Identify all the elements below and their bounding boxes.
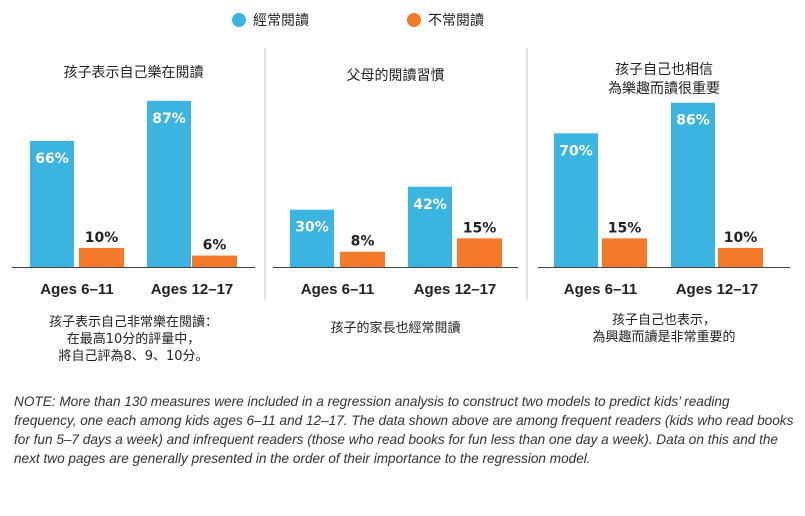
legend-infrequent-marker bbox=[407, 13, 421, 27]
data-label: 87% bbox=[152, 111, 186, 127]
data-label: 86% bbox=[676, 113, 710, 129]
legend: 經常閱讀 不常閱讀 bbox=[232, 13, 484, 29]
category-label: Ages 12–17 bbox=[676, 281, 759, 298]
bar bbox=[408, 186, 452, 267]
data-label: 42% bbox=[413, 197, 447, 213]
data-label: 6% bbox=[203, 238, 227, 254]
category-label: Ages 6–11 bbox=[301, 281, 374, 298]
data-label: 66% bbox=[35, 151, 69, 167]
bar bbox=[718, 247, 763, 267]
bar bbox=[192, 255, 237, 267]
chart-panel: 孩子表示自己樂在閱讀 66% 10% Ages 6–11 87% 6% Ages 12–17… bbox=[12, 64, 255, 364]
note-text: NOTE: More than 130 measures were includ… bbox=[14, 394, 794, 466]
panel-title: 父母的閱讀習慣 bbox=[347, 67, 445, 84]
data-label: 70% bbox=[559, 143, 593, 159]
panel-caption: 孩子自己也表示， bbox=[612, 313, 716, 328]
category-label: Ages 6–11 bbox=[40, 281, 113, 298]
bar bbox=[79, 247, 124, 267]
bar bbox=[671, 102, 715, 268]
panel-caption: 在最高10分的評量中， bbox=[67, 331, 201, 347]
chart-panel: 父母的閱讀習慣 30% 8% Ages 6–11 42% 15% Ages 12–17 孩子的… bbox=[273, 67, 518, 336]
legend-frequent-marker bbox=[232, 13, 246, 27]
panel-caption: 孩子表示自己非常樂在閱讀： bbox=[49, 314, 218, 330]
bar bbox=[554, 133, 598, 267]
panel-caption: 孩子的家長也經常閱讀 bbox=[330, 320, 460, 336]
panel-caption: 為興趣而讀是非常重要的 bbox=[592, 329, 735, 345]
data-label: 30% bbox=[295, 220, 329, 236]
legend-frequent-label: 經常閱讀 bbox=[253, 13, 309, 29]
reading-chart: 經常閱讀 不常閱讀 孩子表示自己樂在閱讀 66% 10% Ages 6–11 87% 6%… bbox=[12, 13, 790, 364]
category-label: Ages 12–17 bbox=[414, 281, 497, 298]
bar bbox=[340, 251, 385, 267]
bar bbox=[457, 238, 502, 267]
bar bbox=[290, 209, 334, 267]
data-label: 15% bbox=[608, 220, 642, 236]
data-label: 8% bbox=[351, 234, 375, 250]
bar bbox=[30, 140, 74, 267]
legend-infrequent-label: 不常閱讀 bbox=[428, 13, 484, 29]
category-label: Ages 6–11 bbox=[564, 281, 637, 298]
panel-caption: 將自己評為8、9、10分。 bbox=[58, 348, 208, 364]
data-label: 10% bbox=[724, 230, 758, 246]
bar bbox=[147, 100, 191, 267]
panel-title: 為樂趣而讀很重要 bbox=[608, 80, 720, 97]
panel-title: 孩子自己也相信 bbox=[615, 62, 713, 78]
panel-title: 孩子表示自己樂在閱讀 bbox=[64, 64, 204, 81]
category-label: Ages 12–17 bbox=[151, 281, 234, 298]
bar bbox=[602, 238, 647, 267]
data-label: 15% bbox=[463, 220, 497, 236]
data-label: 10% bbox=[85, 230, 119, 246]
